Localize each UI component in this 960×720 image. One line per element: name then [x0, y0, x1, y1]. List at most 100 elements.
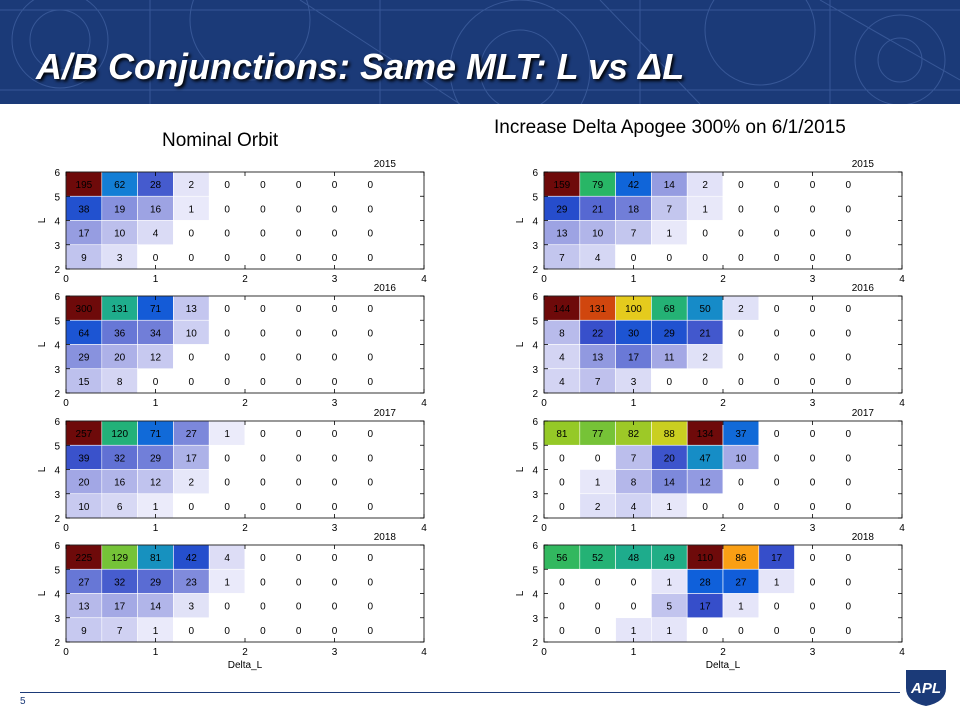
panel-year-title: 2018 [374, 532, 397, 543]
heatmap-cell [101, 444, 138, 470]
x-tick-label: 4 [899, 523, 905, 534]
cell-value-label: 0 [332, 180, 338, 191]
y-tick-label: 4 [532, 590, 538, 601]
cell-value-label: 0 [368, 429, 374, 440]
cell-value-label: 0 [296, 328, 302, 339]
cell-value-label: 20 [78, 478, 90, 489]
cell-value-label: 0 [296, 204, 302, 215]
x-tick-label: 2 [720, 274, 726, 285]
cell-value-label: 7 [667, 204, 673, 215]
heatmap-cell [758, 195, 795, 221]
y-tick-label: 3 [54, 241, 60, 252]
cell-value-label: 0 [332, 328, 338, 339]
x-tick-label: 1 [631, 647, 637, 658]
heatmap-cell [615, 368, 652, 394]
cell-value-label: 0 [368, 502, 374, 513]
x-tick-label: 0 [63, 647, 69, 658]
heatmap-cell [65, 493, 103, 519]
y-tick-label: 5 [54, 192, 60, 203]
cell-value-label: 38 [78, 204, 90, 215]
y-tick-label: 4 [54, 466, 60, 477]
y-tick-label: 2 [54, 265, 60, 276]
cell-value-label: 2 [702, 180, 708, 191]
cell-value-label: 21 [592, 204, 604, 215]
cell-value-label: 1 [595, 478, 601, 489]
cell-value-label: 0 [846, 328, 852, 339]
cell-value-label: 0 [260, 229, 266, 240]
heatmap-cell [686, 544, 724, 570]
heatmap-cell [316, 444, 353, 470]
heatmap-cell [316, 295, 353, 321]
heatmap-panel-2017-nominal: 257 120 71 27 1 0 0 0 039 32 29 17 0 0 0 0 020 16 12 2 0 0 0 0 0… [37, 408, 427, 534]
heatmap-cell [316, 244, 353, 270]
heatmap-cell [352, 368, 389, 394]
cell-value-label: 0 [774, 429, 780, 440]
cell-value-label: 0 [846, 180, 852, 191]
heatmap-cell [758, 171, 795, 197]
cell-value-label: 0 [631, 602, 637, 613]
heatmap-cell [208, 195, 246, 221]
cell-value-label: 11 [664, 353, 675, 364]
cell-value-label: 0 [846, 602, 852, 613]
cell-value-label: 2 [702, 353, 708, 364]
cell-value-label: 0 [559, 577, 565, 588]
cell-value-label: 257 [76, 429, 93, 440]
cell-value-label: 0 [296, 626, 302, 637]
cell-value-label: 17 [78, 229, 90, 240]
cell-value-label: 0 [738, 229, 744, 240]
heatmap-cell [352, 444, 389, 470]
y-axis-label: L [37, 466, 48, 472]
heatmap-cell [352, 220, 389, 246]
x-tick-label: 0 [63, 274, 69, 285]
y-tick-label: 4 [532, 341, 538, 352]
cell-value-label: 0 [846, 353, 852, 364]
cell-value-label: 0 [368, 577, 374, 588]
cell-value-label: 0 [296, 353, 302, 364]
cell-value-label: 0 [774, 502, 780, 513]
heatmap-cell [208, 593, 246, 619]
panel-year-title: 2015 [374, 159, 397, 170]
cell-value-label: 0 [332, 429, 338, 440]
x-tick-label: 4 [421, 523, 427, 534]
cell-value-label: 0 [296, 377, 302, 388]
heatmap-cell [758, 220, 795, 246]
cell-value-label: 77 [592, 429, 604, 440]
y-tick-label: 2 [532, 638, 538, 649]
cell-value-label: 9 [81, 253, 87, 264]
cell-value-label: 0 [260, 602, 266, 613]
heatmap-cell [579, 493, 616, 519]
cell-value-label: 0 [296, 478, 302, 489]
blueprint-pattern [0, 0, 960, 104]
heatmap-cell [244, 244, 282, 270]
x-tick-label: 2 [720, 398, 726, 409]
cell-value-label: 120 [111, 429, 128, 440]
heatmap-cell [101, 568, 138, 594]
cell-value-label: 13 [78, 602, 90, 613]
y-tick-label: 6 [54, 417, 60, 428]
cell-value-label: 29 [664, 328, 676, 339]
panel-year-title: 2016 [852, 283, 875, 294]
cell-value-label: 134 [697, 429, 714, 440]
y-tick-label: 4 [532, 217, 538, 228]
cell-value-label: 1 [153, 626, 159, 637]
cell-value-label: 17 [628, 353, 640, 364]
heatmap-cell [244, 568, 282, 594]
cell-value-label: 300 [76, 304, 93, 315]
heatmap-cell [137, 444, 174, 470]
cell-value-label: 0 [810, 453, 816, 464]
heatmap-cell [101, 617, 138, 643]
cell-value-label: 0 [296, 429, 302, 440]
x-tick-label: 3 [810, 274, 816, 285]
y-axis-label: L [37, 590, 48, 596]
cell-value-label: 0 [260, 180, 266, 191]
cell-value-label: 0 [810, 229, 816, 240]
cell-value-label: 1 [667, 502, 673, 513]
cell-value-label: 0 [296, 577, 302, 588]
heatmap-cell [830, 568, 867, 594]
heatmap-cell [615, 444, 652, 470]
cell-value-label: 10 [186, 328, 198, 339]
cell-value-label: 19 [114, 204, 126, 215]
cell-value-label: 42 [186, 553, 198, 564]
panel-year-title: 2017 [374, 408, 397, 419]
cell-value-label: 0 [774, 229, 780, 240]
